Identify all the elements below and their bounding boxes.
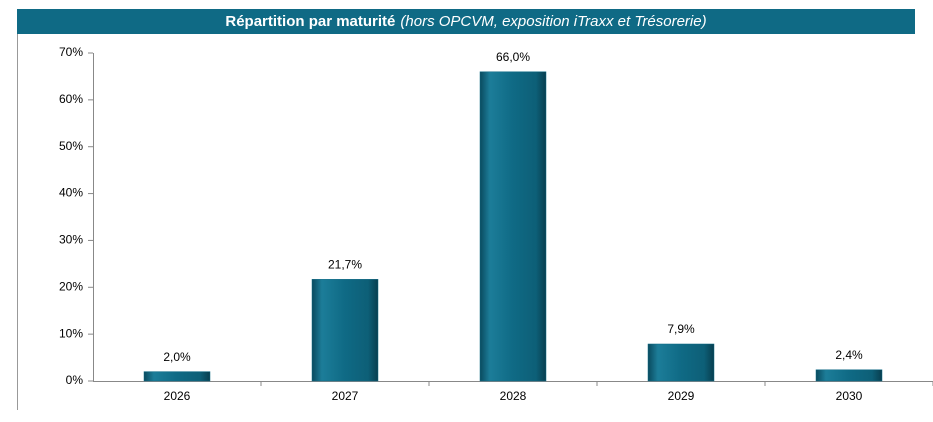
chart-subtitle: (hors OPCVM, exposition iTraxx et Trésor… [400,13,706,30]
x-tick-label: 2029 [668,389,695,403]
y-tick-label: 50% [59,139,83,153]
x-tick-label: 2030 [836,389,863,403]
data-label: 2,0% [163,350,191,364]
bar [479,71,547,382]
data-label: 66,0% [496,50,530,64]
y-tick-label: 70% [59,45,83,59]
y-tick-label: 60% [59,92,83,106]
y-tick-label: 10% [59,326,83,340]
chart-title: Répartition par maturité [225,13,395,30]
data-label: 7,9% [667,322,695,336]
bar [143,371,211,382]
title-bar [17,9,915,34]
y-tick-label: 0% [66,373,84,387]
y-tick-label: 30% [59,233,83,247]
y-tick-label: 40% [59,186,83,200]
x-tick-label: 2028 [500,389,527,403]
x-tick-label: 2027 [332,389,359,403]
bar [815,369,883,382]
bar [311,279,379,382]
x-tick-label: 2026 [164,389,191,403]
bar [647,343,715,382]
y-tick-label: 20% [59,279,83,293]
data-label: 2,4% [835,348,863,362]
data-label: 21,7% [328,257,362,271]
chart-title-group: Répartition par maturité (hors OPCVM, exp… [225,13,706,30]
